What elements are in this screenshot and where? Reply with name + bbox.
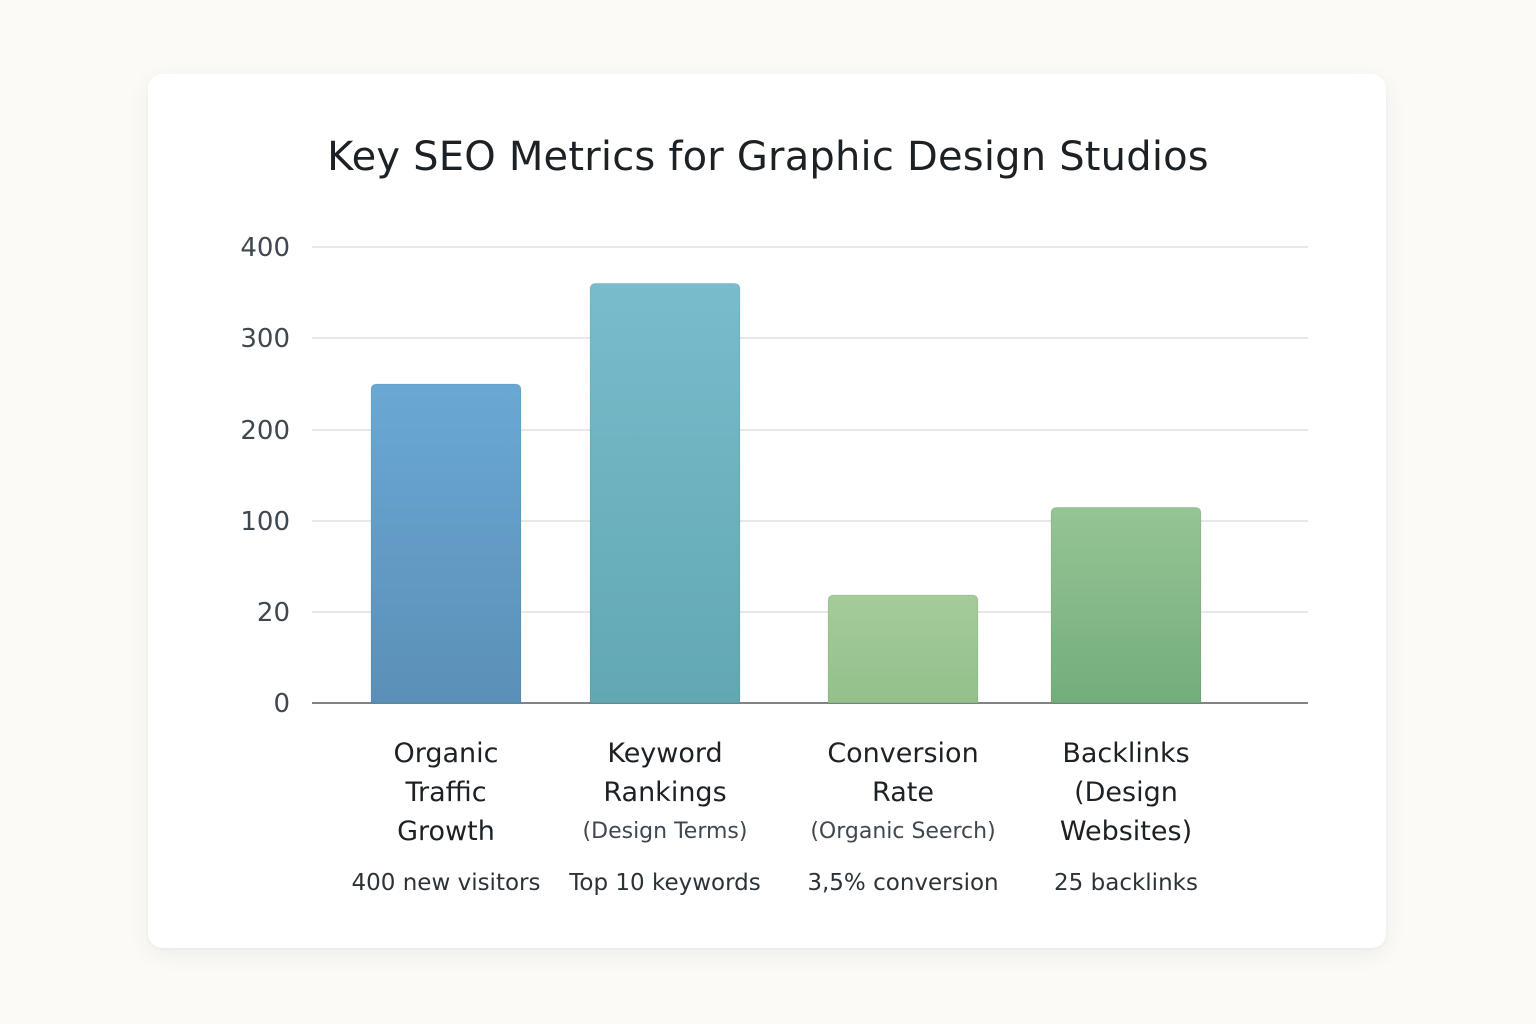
category-label: Growth: [397, 816, 495, 847]
bar-0: [370, 383, 522, 704]
category-label: (Design: [1074, 777, 1178, 808]
bar-2: [827, 594, 979, 704]
category-label: Conversion: [827, 738, 978, 769]
category-label: Backlinks: [1062, 738, 1189, 769]
category-label: Websites): [1060, 816, 1192, 847]
y-tick-label: 200: [240, 416, 290, 446]
category-sublabel: (Organic Seerch): [810, 819, 995, 844]
y-tick-label: 0: [273, 689, 290, 719]
category-label: Rate: [872, 777, 934, 808]
category-note: Top 10 keywords: [568, 870, 760, 896]
y-tick-label: 20: [257, 598, 290, 628]
category-note: 400 new visitors: [352, 870, 541, 896]
y-tick-label: 400: [240, 233, 290, 263]
category-label: Rankings: [603, 777, 726, 808]
category-label: Keyword: [607, 738, 722, 769]
category-label: Traffic: [404, 777, 486, 808]
bar-3: [1050, 506, 1202, 704]
chart-title: Key SEO Metrics for Graphic Design Studi…: [327, 134, 1209, 180]
bar-1: [589, 282, 741, 704]
category-sublabel: (Design Terms): [583, 819, 748, 844]
category-note: 25 backlinks: [1054, 870, 1198, 896]
y-tick-label: 300: [240, 324, 290, 354]
category-label: Organic: [393, 738, 498, 769]
category-note: 3,5% conversion: [807, 870, 998, 896]
y-tick-label: 100: [240, 507, 290, 537]
